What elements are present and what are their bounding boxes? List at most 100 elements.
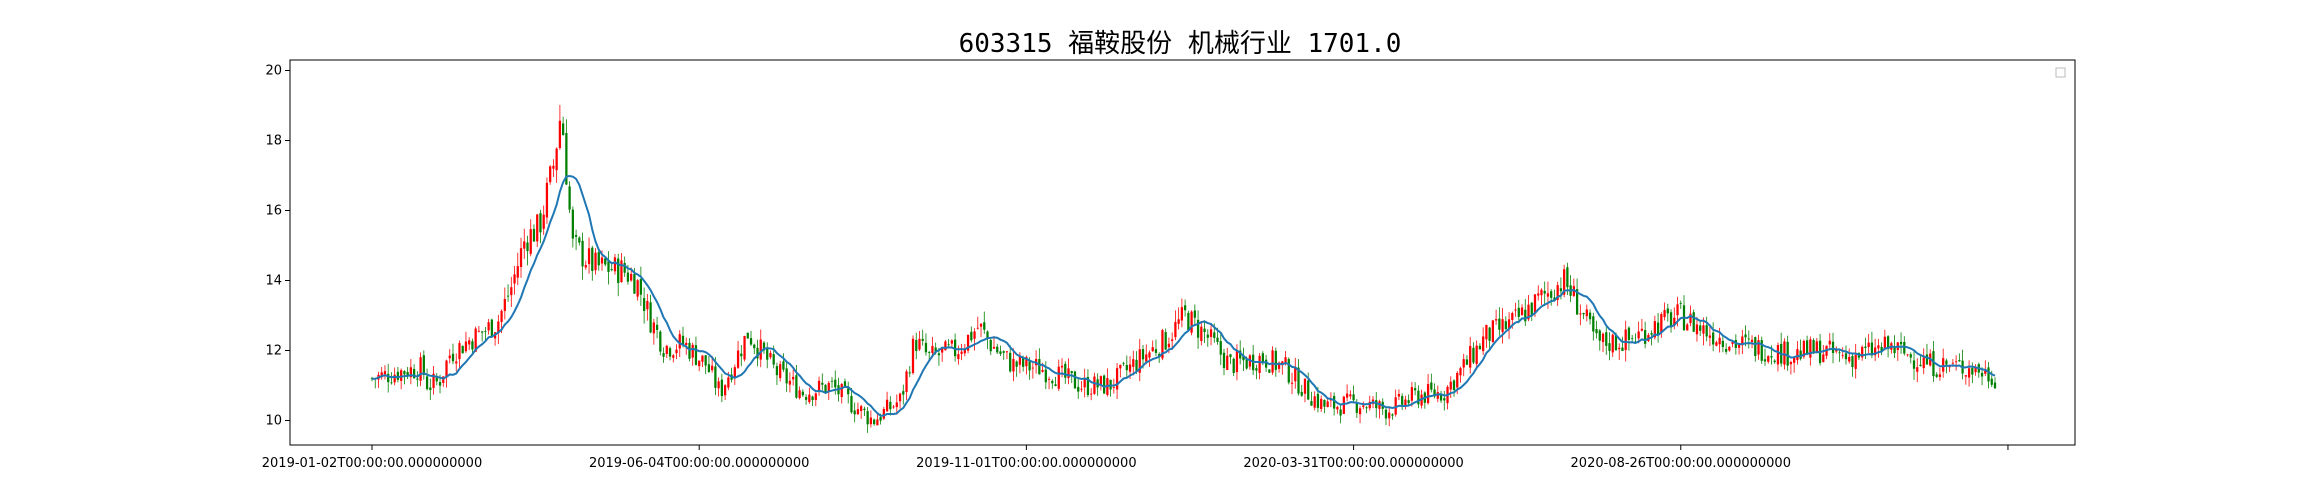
- candle-body: [1313, 396, 1316, 408]
- candle-body: [1290, 382, 1294, 384]
- candle-body: [1708, 335, 1712, 338]
- candle-body: [1712, 332, 1715, 345]
- candle-body: [461, 346, 464, 354]
- y-tick-label: 14: [265, 274, 282, 289]
- candle-body: [1611, 334, 1614, 353]
- candle-body: [1686, 324, 1689, 331]
- candle-body: [1303, 378, 1307, 394]
- candle-body: [662, 353, 665, 357]
- x-tick-label: 2020-08-26T00:00:00.000000000: [1571, 456, 1791, 471]
- candle-body: [1741, 336, 1744, 346]
- candle-body: [970, 331, 973, 341]
- candle-body: [1138, 349, 1141, 373]
- candle-body: [380, 372, 383, 378]
- candle-body: [876, 419, 879, 426]
- candle-body: [1786, 341, 1789, 366]
- candle-body: [1323, 399, 1326, 407]
- candle-body: [396, 371, 400, 380]
- candle-body: [1507, 319, 1511, 329]
- candle-body: [1699, 325, 1702, 331]
- candle-body: [549, 166, 552, 183]
- candle-body: [1452, 380, 1456, 391]
- candle-body: [578, 237, 581, 243]
- candle-body: [1767, 356, 1770, 362]
- candle-body: [1815, 341, 1818, 352]
- candle-body: [736, 350, 740, 368]
- candle-body: [1235, 351, 1239, 373]
- candle-body: [834, 379, 837, 388]
- candle-body: [1524, 309, 1527, 322]
- candle-body: [1621, 347, 1624, 352]
- candle-body: [403, 371, 406, 375]
- candle-body: [1566, 267, 1569, 288]
- candle-body: [1219, 341, 1222, 355]
- candle-body: [1128, 364, 1132, 372]
- candle-body: [1232, 358, 1235, 374]
- candle-body: [1903, 341, 1906, 354]
- candle-body: [720, 379, 723, 397]
- x-tick-label: 2019-01-02T00:00:00.000000000: [262, 456, 482, 471]
- candle-body: [1912, 360, 1916, 369]
- candle-body: [1222, 352, 1226, 368]
- candle-body: [1514, 309, 1517, 311]
- candle-body: [811, 396, 814, 401]
- candle-body: [1796, 349, 1799, 361]
- candle-body: [500, 310, 503, 322]
- candle-body: [1575, 289, 1579, 315]
- candle-body: [863, 408, 866, 411]
- candle-body: [999, 351, 1002, 354]
- candle-body: [1563, 269, 1566, 295]
- candle-body: [1300, 391, 1303, 396]
- candle-body: [931, 346, 934, 353]
- candle-body: [1060, 365, 1064, 368]
- candle-body: [455, 361, 458, 364]
- candle-body: [1397, 394, 1401, 397]
- candle-body: [973, 331, 976, 339]
- candle-body: [1307, 380, 1310, 400]
- candle-body: [474, 328, 477, 352]
- candle-body: [1174, 321, 1177, 338]
- candle-body: [1588, 312, 1592, 320]
- candle-body: [1520, 307, 1524, 316]
- candle-body: [1196, 319, 1200, 338]
- candle-body: [390, 382, 393, 384]
- candle-body: [889, 401, 892, 410]
- candle-body: [1861, 346, 1864, 358]
- candle-body: [691, 344, 694, 358]
- candle-body: [882, 409, 885, 419]
- candle-body: [1488, 327, 1491, 341]
- candle-body: [1115, 368, 1119, 390]
- candle-body: [792, 376, 795, 380]
- candle-body: [1080, 388, 1083, 390]
- candle-body: [1339, 409, 1342, 416]
- candle-body: [1543, 290, 1546, 294]
- candle-body: [1229, 354, 1232, 358]
- candle-body: [1559, 288, 1563, 292]
- candle-body: [1909, 354, 1912, 358]
- candle-body: [928, 352, 931, 353]
- candle-body: [1119, 364, 1122, 369]
- candle-body: [1770, 356, 1773, 358]
- candle-body: [1410, 387, 1414, 401]
- candle-body: [827, 382, 830, 392]
- candle-body: [1692, 312, 1695, 332]
- candle-body: [1663, 309, 1666, 318]
- candle-body: [1141, 349, 1145, 360]
- candle-body: [1805, 340, 1809, 355]
- candle-body: [714, 366, 717, 388]
- candle-body: [996, 346, 999, 353]
- candle-body: [513, 274, 516, 284]
- candle-body: [591, 247, 594, 272]
- candle-body: [1631, 338, 1634, 340]
- candle-body: [510, 287, 513, 296]
- candle-body: [487, 322, 490, 331]
- candle-body: [1482, 336, 1485, 352]
- candle-body: [1002, 351, 1005, 353]
- candle-body: [1326, 401, 1329, 408]
- candle-body: [1333, 396, 1336, 409]
- candle-body: [1967, 368, 1971, 378]
- candle-body: [733, 367, 736, 377]
- candle-body: [617, 258, 620, 283]
- candle-body: [1511, 312, 1514, 320]
- candle-body: [1439, 394, 1443, 401]
